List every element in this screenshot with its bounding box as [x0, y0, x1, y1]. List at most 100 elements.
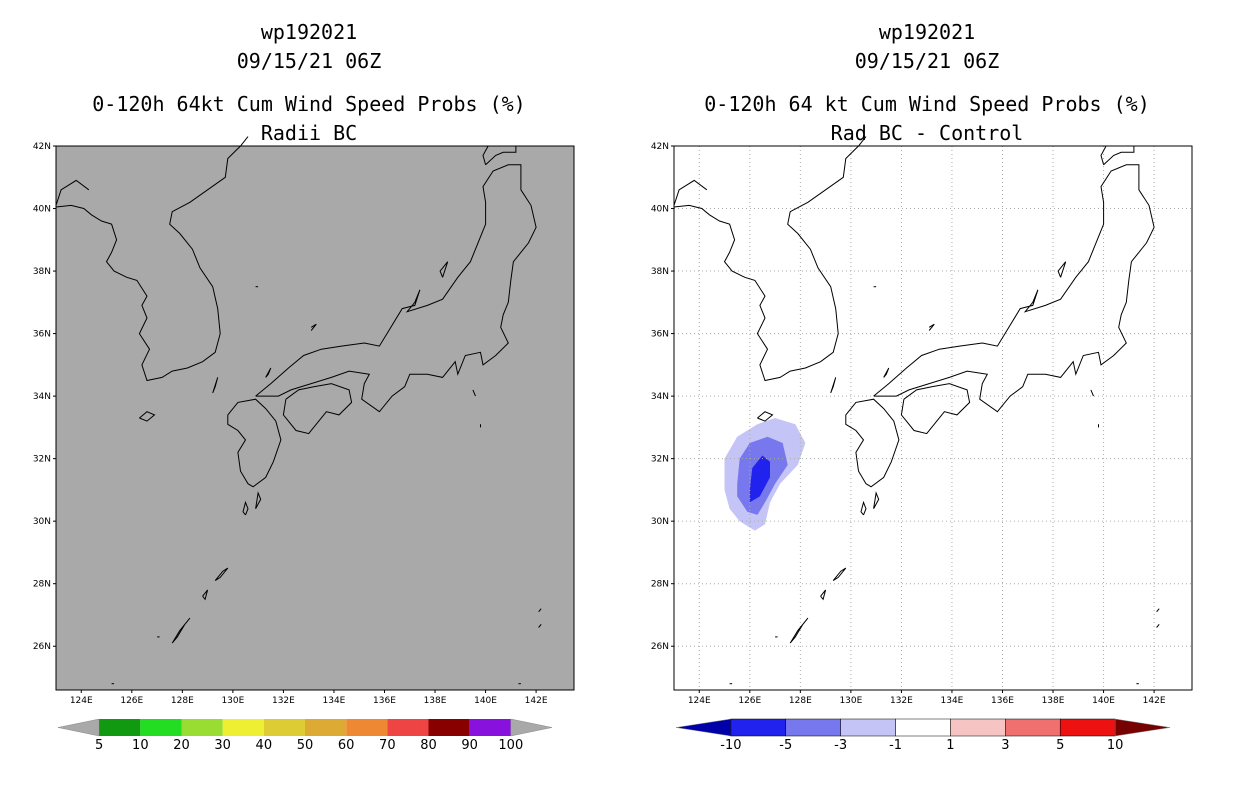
coastline-segment	[757, 411, 774, 422]
colorbar-segment	[263, 719, 305, 736]
colorbar-label: 1	[946, 738, 954, 753]
coastline-segment	[538, 623, 542, 628]
right-map: 42N 40N 38N 36N 34N 32N 30N 28N 26N 124E 126E 128E 1…	[651, 136, 1193, 753]
coastline-segment	[883, 367, 890, 378]
subtitle: Radii BC	[260, 121, 358, 145]
datetime-title: 09/15/21 06Z	[236, 49, 382, 73]
lon-label: 138E	[1042, 696, 1065, 706]
lon-label: 142E	[1143, 696, 1166, 706]
colorbar-segment	[57, 718, 100, 737]
map-background	[674, 146, 1192, 690]
colorbar-label: 20	[173, 738, 190, 753]
colorbar-segment	[140, 719, 182, 736]
storm-id-title: wp192021	[260, 20, 358, 44]
lon-label: 134E	[323, 696, 346, 706]
colorbar-label: 40	[256, 738, 273, 753]
colorbar: -10 -5 -3 -1 1 3 5 10	[675, 718, 1171, 753]
colorbar-segment	[428, 719, 470, 736]
lon-label: 126E	[738, 696, 761, 706]
lon-label: 138E	[424, 696, 447, 706]
lon-label: 130E	[839, 696, 862, 706]
left-panel: wp192021 09/15/21 06Z 0-120h 64kt Cum Wi…	[33, 20, 575, 753]
lon-label: 126E	[120, 696, 143, 706]
colorbar-segment	[222, 719, 264, 736]
colorbar-segment	[785, 718, 841, 737]
lat-label: 36N	[33, 330, 51, 340]
colorbar-label: 30	[214, 738, 231, 753]
lat-label: 32N	[33, 455, 51, 465]
lat-label: 28N	[651, 580, 669, 590]
colorbar-segment	[730, 718, 787, 737]
coastline-segment	[845, 398, 900, 488]
colorbar-segment	[840, 718, 896, 737]
colorbar-label: -1	[889, 738, 902, 753]
lon-label: 142E	[525, 696, 548, 706]
colorbar-label: 80	[420, 738, 437, 753]
coastline-segment	[212, 377, 219, 394]
colorbar-label: 3	[1001, 738, 1009, 753]
colorbar-segment	[1114, 718, 1171, 737]
coastline-segment	[820, 589, 827, 601]
colorbar-label: 50	[297, 738, 314, 753]
colorbar-segment	[181, 719, 223, 736]
coastline-segment	[673, 179, 708, 206]
coastline-segment	[482, 145, 489, 165]
coastline-segment	[1100, 145, 1107, 165]
lon-label: 136E	[373, 696, 396, 706]
lon-label: 128E	[789, 696, 812, 706]
coastline-segment	[255, 164, 537, 413]
lat-label: 38N	[33, 267, 51, 277]
right-panel: wp192021 09/15/21 06Z 0-120h 64 kt Cum W…	[618, 0, 1236, 800]
coastline-segment	[55, 136, 249, 382]
colorbar-segment	[950, 718, 1006, 737]
coastline-segment	[873, 164, 1155, 413]
colorbar-label: 60	[338, 738, 355, 753]
product-title: 0-120h 64 kt Cum Wind Speed Probs (%)	[704, 92, 1150, 116]
colorbar: 5 10 20 30 40 50 60 70 80 90 100	[57, 718, 553, 753]
lon-label: 136E	[991, 696, 1014, 706]
lat-label: 32N	[651, 455, 669, 465]
map-frame	[673, 145, 1193, 691]
colorbar-label: -5	[779, 738, 792, 753]
colorbar-label: -3	[834, 738, 847, 753]
coastline-segment	[265, 367, 272, 378]
colorbar-segment	[387, 719, 429, 736]
coastline-segment	[900, 383, 971, 435]
coastline-segment	[255, 491, 262, 509]
lat-label: 26N	[33, 642, 51, 652]
colorbar-segment	[675, 718, 732, 737]
coastline-segment	[860, 500, 867, 516]
coastline-segment	[830, 377, 837, 394]
coastline-segment	[439, 261, 449, 278]
lat-label: 26N	[651, 642, 669, 652]
coastline-segment	[873, 491, 880, 509]
colorbar-label: -10	[720, 738, 741, 753]
left-map: 42N 40N 38N 36N 34N 32N 30N 28N 26N 124E 126E 128E 1…	[33, 136, 575, 753]
colorbar-segment	[99, 719, 141, 736]
coastline-segment	[242, 500, 249, 516]
lat-label: 36N	[651, 330, 669, 340]
storm-id-title: wp192021	[878, 20, 976, 44]
lon-label: 128E	[171, 696, 194, 706]
colorbar-segment	[1005, 718, 1061, 737]
lon-label: 132E	[890, 696, 913, 706]
lat-label: 40N	[651, 205, 669, 215]
colorbar-segment	[895, 718, 951, 737]
map-background	[56, 146, 574, 690]
lon-label: 140E	[474, 696, 497, 706]
colorbar-segment	[1059, 718, 1116, 737]
coastline-segment	[1156, 623, 1160, 628]
coastlines	[673, 136, 1160, 685]
colorbar-label: 90	[461, 738, 478, 753]
coastline-segment	[472, 389, 476, 397]
colorbar-label: 5	[1056, 738, 1064, 753]
coastline-segment	[1090, 389, 1094, 397]
lat-label: 42N	[33, 142, 51, 152]
colorbar-label: 10	[1107, 738, 1124, 753]
coastline-segment	[282, 383, 353, 435]
coastline-segment	[928, 323, 935, 331]
colorbar-label: 100	[498, 738, 523, 753]
lon-label: 132E	[272, 696, 295, 706]
coastlines	[55, 136, 542, 685]
colorbar-label: 70	[379, 738, 396, 753]
